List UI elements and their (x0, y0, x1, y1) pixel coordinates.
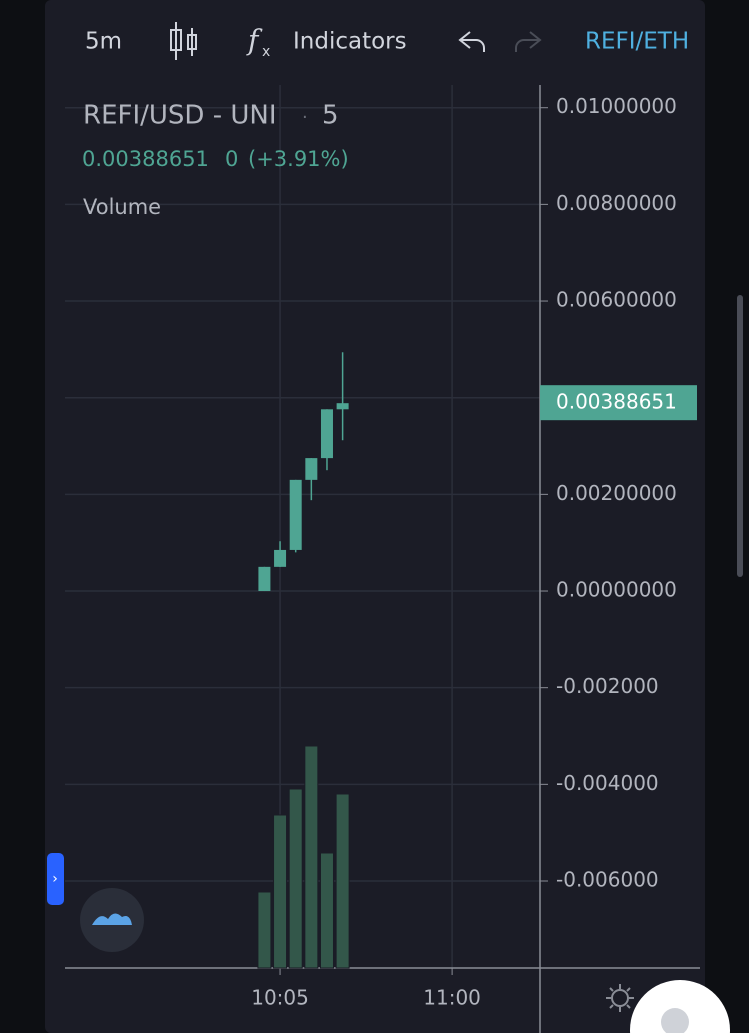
scrollbar[interactable] (737, 295, 743, 577)
y-tick-label: -0.002000 (556, 674, 659, 698)
x-tick-label: 11:00 (423, 986, 481, 1010)
y-tick-label: 0.00200000 (556, 481, 677, 505)
last-price: 0.00388651 (82, 147, 209, 171)
symbol-button[interactable]: REFI/ETH (585, 29, 689, 55)
candle-icon[interactable] (170, 22, 197, 60)
volume-bar (257, 891, 272, 969)
logo (92, 913, 132, 925)
fx-icon-x: x (262, 44, 270, 60)
plot: 0.010000000.008000000.006000000.00400000… (65, 85, 700, 1033)
chart-interval: 5 (322, 101, 339, 131)
candle-body (289, 479, 302, 550)
undo-button[interactable] (458, 31, 485, 52)
y-tick-label: 0.00000000 (556, 578, 677, 602)
chat-button[interactable] (630, 980, 730, 1033)
candle-body (336, 403, 349, 410)
volume-bar (273, 814, 288, 969)
volume-legend: Volume (83, 195, 161, 219)
chart-title: REFI/USD - UNI (83, 101, 277, 131)
chat-icon (661, 1008, 689, 1033)
settings-icon[interactable] (606, 984, 634, 1012)
candle-body (274, 549, 287, 567)
price-tag-label: 0.00388651 (556, 390, 677, 414)
candle-body (305, 458, 318, 480)
overlay: 0.00388651 (540, 385, 697, 421)
volume-bar (335, 793, 350, 969)
volume-bar (288, 788, 303, 969)
y-tick-label: 0.01000000 (556, 94, 677, 118)
volume-bar (304, 745, 319, 969)
y-tick-label: -0.004000 (556, 771, 659, 795)
price-change-pct: (+3.91%) (248, 147, 349, 171)
candle-body (258, 566, 271, 592)
title-separator: · (302, 107, 308, 128)
volume-bar (319, 852, 334, 969)
interval-button[interactable]: 5m (85, 29, 122, 55)
side-panel-toggle[interactable] (47, 853, 64, 905)
indicators-button[interactable]: Indicators (293, 29, 407, 55)
toggle-arrow: › (52, 871, 58, 887)
y-tick-label: 0.00600000 (556, 288, 677, 312)
candle-body (320, 409, 333, 459)
y-tick-label: 0.00800000 (556, 191, 677, 215)
price-change: 0 (225, 147, 238, 171)
redo-button[interactable] (515, 31, 542, 52)
y-tick-label: -0.006000 (556, 868, 659, 892)
price-tag (540, 385, 697, 421)
x-tick-label: 10:05 (251, 986, 309, 1010)
